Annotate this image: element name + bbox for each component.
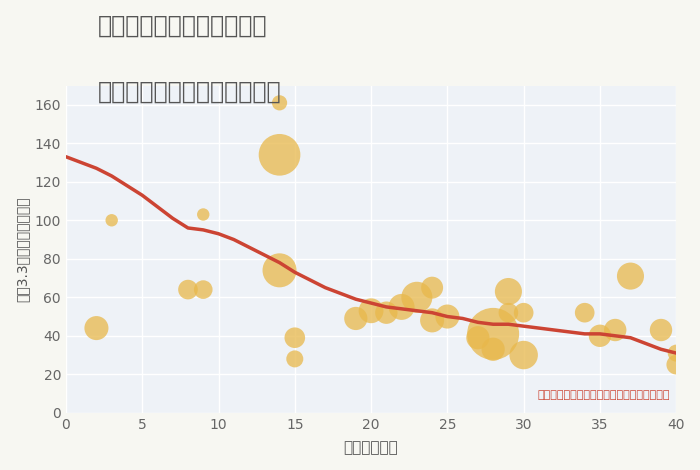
Point [381, 309, 392, 316]
Point [289, 355, 300, 363]
Point [274, 266, 285, 274]
X-axis label: 築年数（年）: 築年数（年） [344, 440, 398, 455]
Point [183, 286, 194, 293]
Point [412, 294, 423, 301]
Point [426, 284, 438, 291]
Point [488, 345, 499, 353]
Point [473, 334, 484, 342]
Point [503, 309, 514, 316]
Y-axis label: 坪（3.3㎡）単価（万円）: 坪（3.3㎡）単価（万円） [15, 196, 29, 302]
Point [91, 324, 102, 332]
Text: 円の大きさは、取引のあった物件面積を示す: 円の大きさは、取引のあった物件面積を示す [538, 390, 670, 400]
Point [365, 307, 377, 314]
Text: 築年数別中古マンション価格: 築年数別中古マンション価格 [98, 80, 281, 104]
Point [625, 272, 636, 280]
Point [579, 309, 590, 316]
Point [274, 99, 285, 107]
Point [655, 326, 666, 334]
Point [289, 334, 300, 342]
Point [610, 326, 621, 334]
Point [274, 151, 285, 158]
Point [396, 303, 407, 311]
Point [518, 309, 529, 316]
Point [518, 351, 529, 359]
Point [197, 286, 209, 293]
Text: 奈良県奈良市恋の窪東町の: 奈良県奈良市恋の窪東町の [98, 14, 267, 38]
Point [671, 349, 682, 357]
Point [594, 332, 606, 339]
Point [426, 317, 438, 324]
Point [197, 211, 209, 218]
Point [503, 288, 514, 295]
Point [350, 315, 361, 322]
Point [106, 217, 118, 224]
Point [671, 361, 682, 368]
Point [442, 313, 453, 320]
Point [488, 330, 499, 337]
